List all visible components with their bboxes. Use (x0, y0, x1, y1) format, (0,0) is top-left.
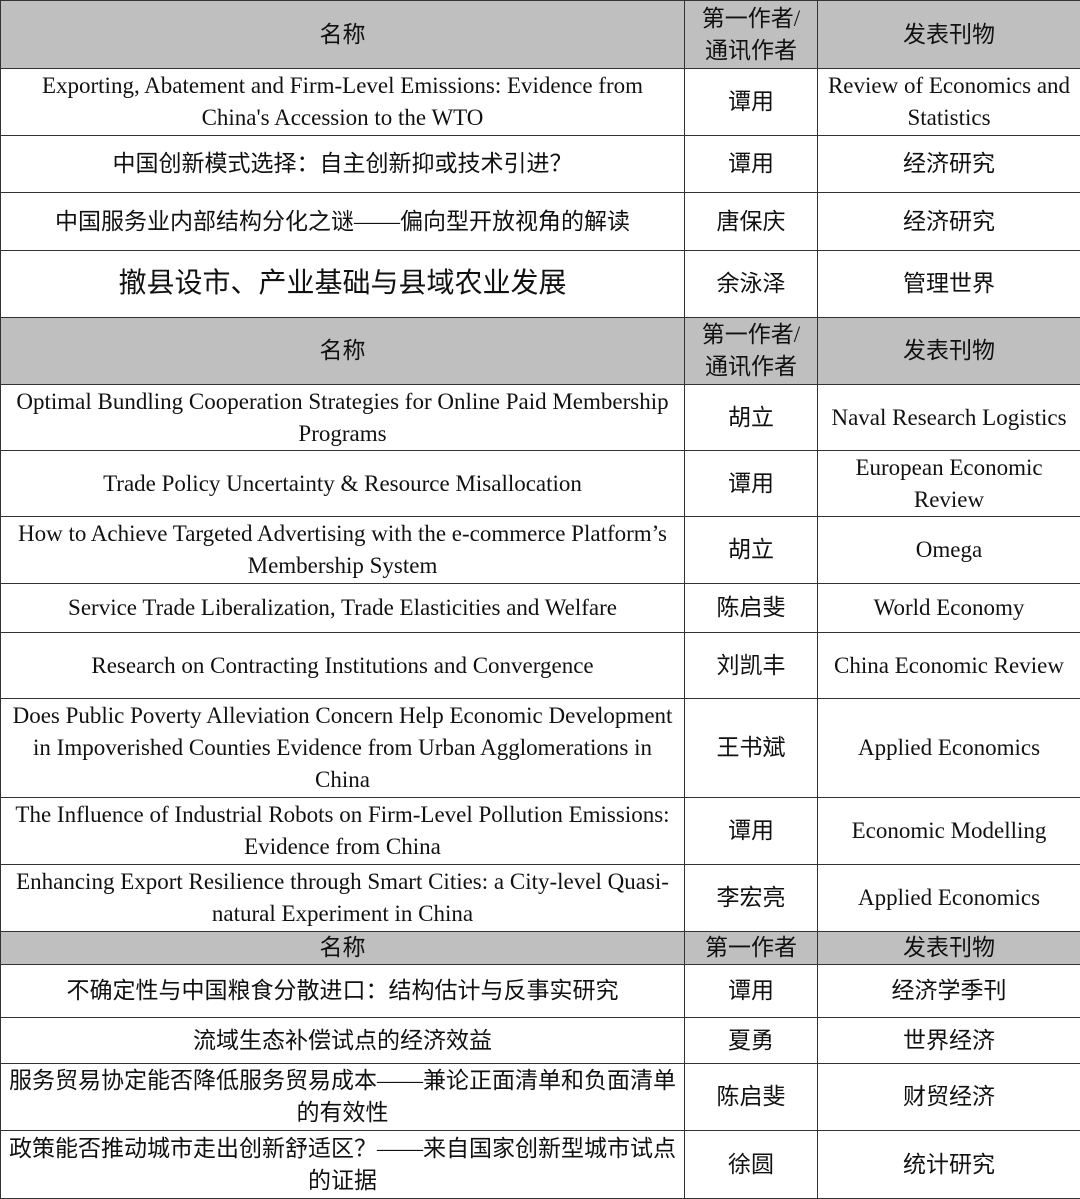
cell-author: 李宏亮 (685, 865, 818, 932)
cell-author: 徐圆 (685, 1131, 818, 1199)
cell-journal: Economic Modelling (818, 798, 1080, 865)
cell-journal: 世界经济 (818, 1018, 1080, 1064)
table-row: 撤县设市、产业基础与县域农业发展余泳泽管理世界 (1, 251, 1080, 318)
cell-journal: Applied Economics (818, 699, 1080, 798)
table-row: Research on Contracting Institutions and… (1, 633, 1080, 699)
cell-author: 陈启斐 (685, 584, 818, 633)
cell-name: Enhancing Export Resilience through Smar… (1, 865, 685, 932)
header-name: 名称 (1, 932, 685, 965)
header-journal: 发表刊物 (818, 318, 1080, 385)
cell-name: 服务贸易协定能否降低服务贸易成本——兼论正面清单和负面清单的有效性 (1, 1064, 685, 1131)
table-row: Service Trade Liberalization, Trade Elas… (1, 584, 1080, 633)
cell-name: Optimal Bundling Cooperation Strategies … (1, 385, 685, 451)
cell-journal: 经济研究 (818, 193, 1080, 251)
header-author: 第一作者/通讯作者 (685, 318, 818, 385)
cell-journal: Omega (818, 517, 1080, 584)
header-name: 名称 (1, 1, 685, 69)
cell-journal: Naval Research Logistics (818, 385, 1080, 451)
cell-journal: Review of Economics and Statistics (818, 69, 1080, 136)
cell-name: 中国创新模式选择：自主创新抑或技术引进？ (1, 136, 685, 193)
table-row: 不确定性与中国粮食分散进口：结构估计与反事实研究谭用经济学季刊 (1, 965, 1080, 1018)
cell-author: 王书斌 (685, 699, 818, 798)
cell-journal: 管理世界 (818, 251, 1080, 318)
cell-author: 刘凯丰 (685, 633, 818, 699)
header-journal: 发表刊物 (818, 932, 1080, 965)
table-row: Enhancing Export Resilience through Smar… (1, 865, 1080, 932)
cell-author: 余泳泽 (685, 251, 818, 318)
cell-author: 夏勇 (685, 1018, 818, 1064)
cell-journal: 经济学季刊 (818, 965, 1080, 1018)
cell-author: 胡立 (685, 517, 818, 584)
cell-journal: 经济研究 (818, 136, 1080, 193)
cell-journal: World Economy (818, 584, 1080, 633)
cell-author: 谭用 (685, 965, 818, 1018)
cell-author: 唐保庆 (685, 193, 818, 251)
table-row: 中国服务业内部结构分化之谜——偏向型开放视角的解读唐保庆经济研究 (1, 193, 1080, 251)
table-row: 政策能否推动城市走出创新舒适区？——来自国家创新型城市试点的证据徐圆统计研究 (1, 1131, 1080, 1199)
header-row: 名称第一作者/通讯作者发表刊物 (1, 1, 1080, 69)
cell-name: 流域生态补偿试点的经济效益 (1, 1018, 685, 1064)
cell-author: 胡立 (685, 385, 818, 451)
cell-name: 政策能否推动城市走出创新舒适区？——来自国家创新型城市试点的证据 (1, 1131, 685, 1199)
table-row: Optimal Bundling Cooperation Strategies … (1, 385, 1080, 451)
cell-author: 谭用 (685, 69, 818, 136)
header-author: 第一作者 (685, 932, 818, 965)
cell-journal: Applied Economics (818, 865, 1080, 932)
cell-author: 谭用 (685, 451, 818, 517)
cell-name: How to Achieve Targeted Advertising with… (1, 517, 685, 584)
cell-journal: 统计研究 (818, 1131, 1080, 1199)
header-row: 名称第一作者/通讯作者发表刊物 (1, 318, 1080, 385)
table-row: Does Public Poverty Alleviation Concern … (1, 699, 1080, 798)
header-name: 名称 (1, 318, 685, 385)
cell-name: The Influence of Industrial Robots on Fi… (1, 798, 685, 865)
header-journal: 发表刊物 (818, 1, 1080, 69)
cell-name: 中国服务业内部结构分化之谜——偏向型开放视角的解读 (1, 193, 685, 251)
cell-journal: European Economic Review (818, 451, 1080, 517)
table-row: Exporting, Abatement and Firm-Level Emis… (1, 69, 1080, 136)
cell-name: Does Public Poverty Alleviation Concern … (1, 699, 685, 798)
header-author: 第一作者/通讯作者 (685, 1, 818, 69)
table-row: Trade Policy Uncertainty & Resource Misa… (1, 451, 1080, 517)
table-row: How to Achieve Targeted Advertising with… (1, 517, 1080, 584)
table-row: The Influence of Industrial Robots on Fi… (1, 798, 1080, 865)
cell-name: Service Trade Liberalization, Trade Elas… (1, 584, 685, 633)
cell-name: Trade Policy Uncertainty & Resource Misa… (1, 451, 685, 517)
header-row: 名称第一作者发表刊物 (1, 932, 1080, 965)
cell-name: 不确定性与中国粮食分散进口：结构估计与反事实研究 (1, 965, 685, 1018)
cell-journal: China Economic Review (818, 633, 1080, 699)
cell-author: 谭用 (685, 136, 818, 193)
table-row: 服务贸易协定能否降低服务贸易成本——兼论正面清单和负面清单的有效性陈启斐财贸经济 (1, 1064, 1080, 1131)
cell-name: Exporting, Abatement and Firm-Level Emis… (1, 69, 685, 136)
table-row: 流域生态补偿试点的经济效益夏勇世界经济 (1, 1018, 1080, 1064)
table-row: 中国创新模式选择：自主创新抑或技术引进？谭用经济研究 (1, 136, 1080, 193)
cell-name: 撤县设市、产业基础与县域农业发展 (1, 251, 685, 318)
cell-author: 陈启斐 (685, 1064, 818, 1131)
cell-name: Research on Contracting Institutions and… (1, 633, 685, 699)
cell-journal: 财贸经济 (818, 1064, 1080, 1131)
cell-author: 谭用 (685, 798, 818, 865)
